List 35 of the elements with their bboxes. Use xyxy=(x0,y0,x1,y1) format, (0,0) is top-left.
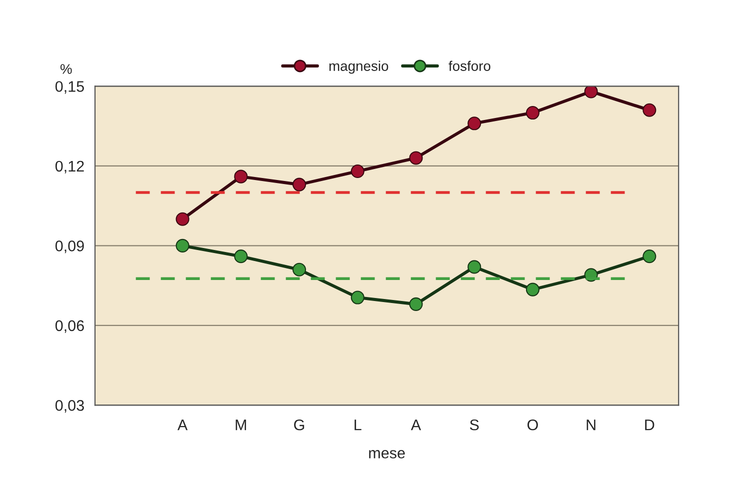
point xyxy=(176,212,190,226)
point xyxy=(350,164,364,178)
legend-label: magnesio xyxy=(329,60,388,74)
point xyxy=(642,103,656,117)
point xyxy=(234,250,248,264)
y-axis-title: % xyxy=(60,64,72,74)
y-tick-label: 0,09 xyxy=(55,240,84,254)
point xyxy=(409,151,423,165)
point xyxy=(584,86,598,98)
y-tick-label: 0,15 xyxy=(55,81,84,94)
x-tick-label: D xyxy=(645,420,654,430)
point xyxy=(176,238,190,252)
x-tick-label: L xyxy=(354,420,362,430)
point xyxy=(526,282,540,296)
legend-label: fosforo xyxy=(448,60,490,71)
point xyxy=(468,260,482,274)
x-tick-label: A xyxy=(410,420,422,430)
x-tick-label: G xyxy=(294,419,304,430)
x-tick-label: M xyxy=(236,420,246,430)
x-axis-title: mese xyxy=(369,450,405,458)
x-tick-label: N xyxy=(586,420,596,430)
y-tick-label: 0,06 xyxy=(55,320,84,333)
x-tick-label: S xyxy=(470,419,479,430)
point xyxy=(350,290,364,304)
point xyxy=(468,116,482,130)
point xyxy=(234,170,248,184)
x-tick-label: O xyxy=(527,419,538,430)
y-tick-label: 0,12 xyxy=(55,160,84,174)
point xyxy=(292,262,306,276)
point xyxy=(292,178,306,192)
point xyxy=(526,106,540,120)
point xyxy=(642,250,656,264)
point xyxy=(409,297,423,311)
y-tick-label: 0,03 xyxy=(55,400,84,413)
x-tick-label: A xyxy=(177,420,188,430)
